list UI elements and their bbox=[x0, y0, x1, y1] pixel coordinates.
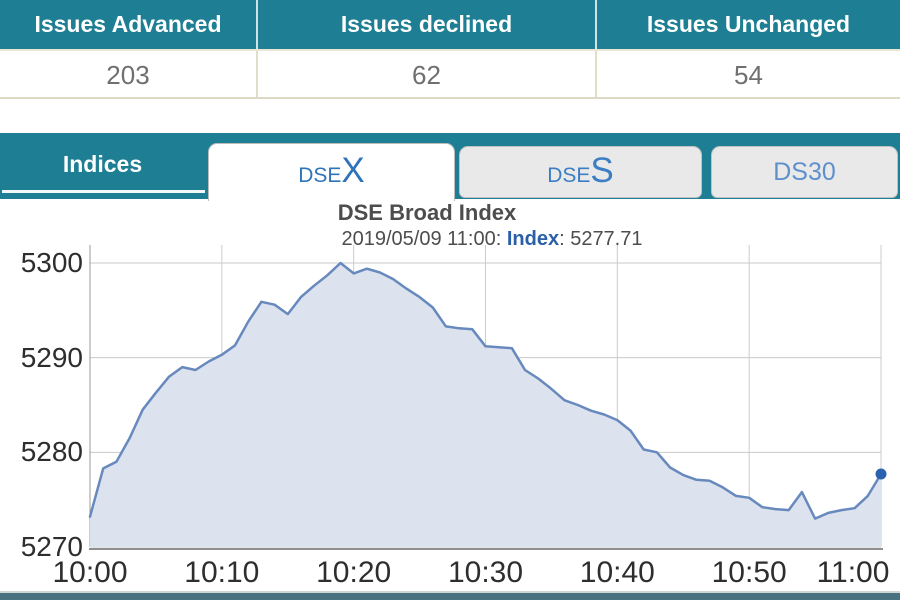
issues-advanced-value: 203 bbox=[0, 51, 258, 97]
issues-advanced-header: Issues Advanced bbox=[0, 0, 258, 49]
tab-dsex[interactable]: DSEX bbox=[208, 143, 455, 201]
tab-dses-label-small: DSE bbox=[547, 164, 591, 187]
tab-dsex-label-small: DSE bbox=[298, 164, 342, 187]
issues-declined-value: 62 bbox=[258, 51, 597, 97]
summary-table-value-row: 203 62 54 bbox=[0, 51, 900, 99]
last-point-marker bbox=[875, 468, 887, 480]
issues-unchanged-value: 54 bbox=[734, 60, 763, 90]
bottom-divider-bar bbox=[0, 593, 900, 600]
chart-subtitle-value: : 5277.71 bbox=[559, 228, 643, 250]
indices-underline bbox=[2, 190, 205, 193]
chart-subtitle: 2019/05/09 11:00: Index: 5277.71 bbox=[84, 228, 900, 251]
index-chart-panel: DSE Broad Index 2019/05/09 11:00: Index:… bbox=[0, 199, 900, 600]
issues-declined-header: Issues declined bbox=[258, 0, 597, 49]
summary-table-header-row: Issues Advanced Issues declined Issues U… bbox=[0, 0, 900, 51]
issues-unchanged-header: Issues Unchanged bbox=[646, 11, 851, 37]
indices-section-label: Indices bbox=[62, 151, 143, 177]
indices-tab-bar: Indices DSEX DSES DS30 bbox=[0, 133, 900, 201]
index-area-chart bbox=[88, 245, 887, 550]
tab-dses[interactable]: DSES bbox=[459, 146, 702, 198]
chart-subtitle-datetime: 2019/05/09 11:00: bbox=[341, 228, 507, 250]
index-line bbox=[88, 261, 883, 520]
chart-title: DSE Broad Index bbox=[337, 200, 517, 225]
issues-summary-table: Issues Advanced Issues declined Issues U… bbox=[0, 0, 900, 99]
chart-subtitle-index-label: Index bbox=[506, 228, 560, 250]
tab-ds30-label: DS30 bbox=[773, 158, 836, 186]
bottom-divider-line bbox=[0, 591, 900, 593]
tab-ds30[interactable]: DS30 bbox=[711, 146, 898, 198]
tab-dses-label-large: S bbox=[590, 151, 614, 190]
tab-dsex-label-large: X bbox=[341, 151, 365, 190]
